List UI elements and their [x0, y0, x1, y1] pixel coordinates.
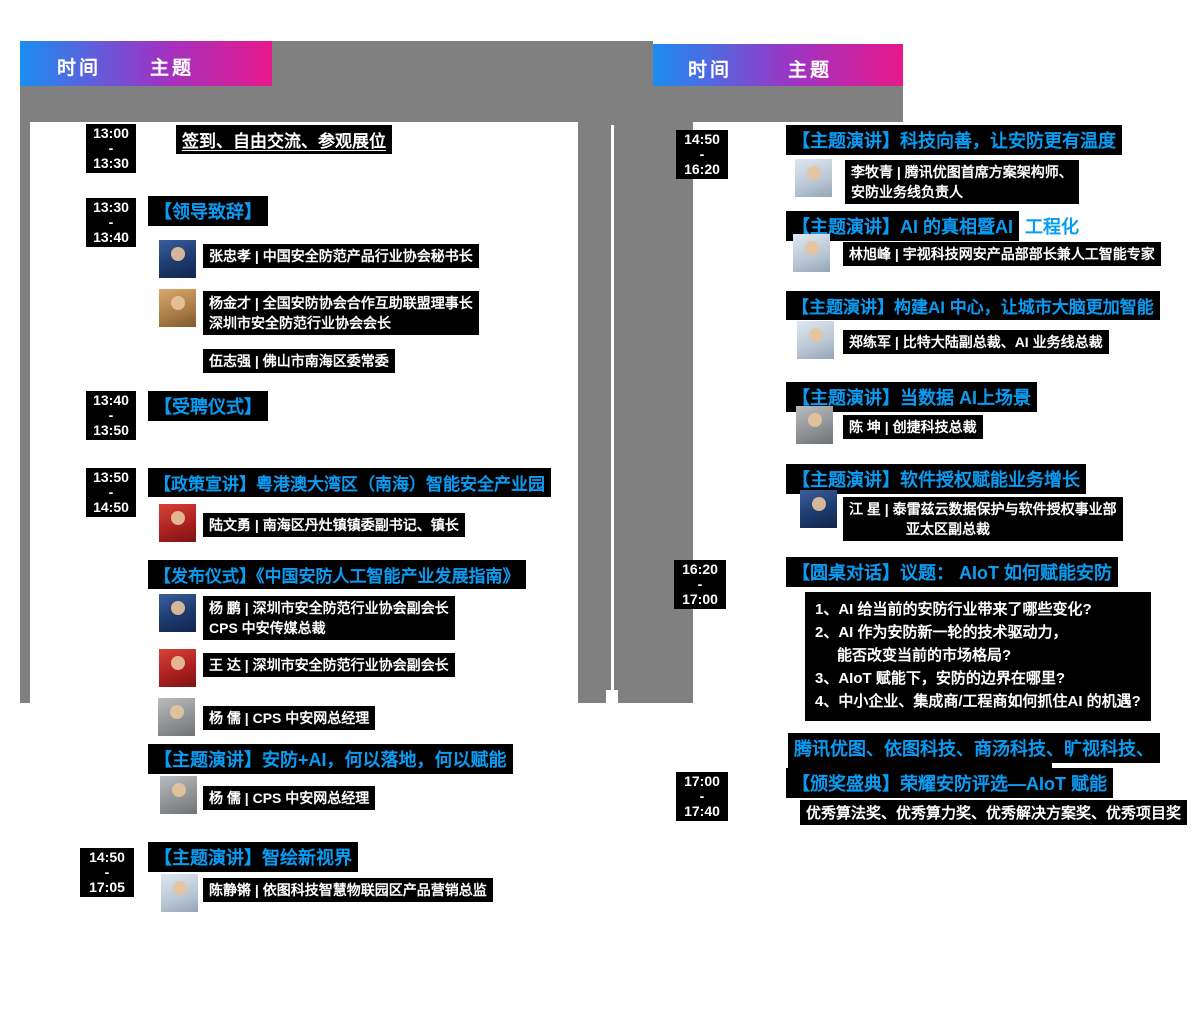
agenda-item-software-license: 【主题演讲】软件授权赋能业务增长: [786, 464, 1086, 494]
agenda-item-release: 【发布仪式】《中国安防人工智能产业发展指南》: [148, 560, 526, 589]
right-header-bar: [653, 44, 903, 86]
right-time-header-label: 时间: [688, 60, 733, 81]
speaker-photo: [161, 874, 198, 912]
speaker-name: 王 达 | 深圳市安全防范行业协会副会长: [203, 653, 455, 677]
speaker-photo: [797, 321, 834, 359]
speaker-photo: [160, 776, 197, 814]
speaker-name: 林旭峰 | 宇视科技网安产品部部长兼人工智能专家: [843, 242, 1161, 266]
column-divider-line: [611, 125, 614, 690]
speaker-photo: [159, 594, 196, 632]
time-slot: 14:50 - 17:05: [80, 848, 134, 897]
speaker-photo: [793, 234, 830, 272]
speaker-photo: [795, 159, 832, 197]
roundtable-questions: 1、AI 给当前的安防行业带来了哪些变化? 2、AI 作为安防新一轮的技术驱动力…: [805, 592, 1151, 721]
panel-right-header-underlay: [653, 86, 903, 122]
roundtable-question: 1、AI 给当前的安防行业带来了哪些变化?: [815, 601, 1092, 618]
speaker-name: 郑练军 | 比特大陆副总裁、AI 业务线总裁: [843, 330, 1109, 354]
time-slot: 13:50 - 14:50: [86, 468, 136, 517]
column-divider-end-nub: [606, 690, 618, 703]
speaker-name: 李牧青 | 腾讯优图首席方案架构师、 安防业务线负责人: [845, 160, 1079, 204]
agenda-item-signin: 签到、自由交流、参观展位: [176, 125, 392, 154]
speaker-photo: [796, 406, 833, 444]
speaker-photo: [800, 490, 837, 528]
speaker-photo: [158, 698, 195, 736]
speaker-name: 杨 儒 | CPS 中安网总经理: [203, 706, 376, 730]
awards-list: 优秀算法奖、优秀算力奖、优秀解决方案奖、优秀项目奖: [800, 800, 1188, 825]
roundtable-vendor-list-line-1: 腾讯优图、依图科技、商汤科技、旷视科技、: [788, 733, 1160, 763]
agenda-item-awards: 【颁奖盛典】荣耀安防评选—AIoT 赋能: [786, 768, 1113, 798]
agenda-item-roundtable: 【圆桌对话】议题： AIoT 如何赋能安防: [786, 557, 1118, 587]
time-slot: 16:20 - 17:00: [674, 560, 726, 609]
left-topic-header-label: 主题: [150, 58, 195, 79]
roundtable-question: 3、AIoT 赋能下，安防的边界在哪里?: [815, 670, 1065, 687]
agenda-item-keynote-vision: 【主题演讲】智绘新视界: [148, 842, 358, 872]
speaker-name: 杨 鹏 | 深圳市安全防范行业协会副会长 CPS 中安传媒总裁: [203, 596, 455, 640]
roundtable-question: 4、中小企业、集成商/工程商如何抓住AI 的机遇?: [815, 693, 1141, 710]
agenda-item-ai-center: 【主题演讲】构建AI 中心，让城市大脑更加智能: [786, 291, 1160, 320]
speaker-photo: [159, 504, 196, 542]
speaker-photo: [159, 289, 196, 327]
speaker-photo: [159, 649, 196, 687]
agenda-item-data-scene: 【主题演讲】当数据 AI上场景: [786, 382, 1037, 412]
agenda-item-tech-for-good: 【主题演讲】科技向善，让安防更有温度: [786, 125, 1122, 155]
speaker-name: 杨 儒 | CPS 中安网总经理: [203, 786, 376, 810]
speaker-name: 江 星 | 泰雷兹云数据保护与软件授权事业部 亚太区副总裁: [843, 497, 1123, 541]
left-time-header-label: 时间: [57, 58, 102, 79]
speaker-photo: [159, 240, 196, 278]
roundtable-question: 能否改变当前的市场格局?: [837, 647, 1012, 664]
left-header-bar: [20, 41, 272, 86]
speaker-name: 陆文勇 | 南海区丹灶镇镇委副书记、镇长: [203, 513, 465, 537]
speaker-name: 张忠孝 | 中国安全防范产品行业协会秘书长: [203, 244, 479, 268]
time-slot: 17:00 - 17:40: [676, 772, 728, 821]
time-slot: 13:30 - 13:40: [86, 198, 136, 247]
agenda-item-policy: 【政策宣讲】粤港澳大湾区（南海）智能安全产业园: [148, 468, 551, 497]
speaker-name: 陈 坤 | 创捷科技总裁: [843, 415, 983, 439]
agenda-item-keynote-ai: 【主题演讲】安防+AI，何以落地，何以赋能: [148, 744, 513, 774]
agenda-item-leader-speech: 【领导致辞】: [148, 196, 268, 226]
time-slot: 13:40 - 13:50: [86, 391, 136, 440]
panel-center-strip: [578, 122, 693, 703]
right-topic-header-label: 主题: [788, 60, 833, 81]
agenda-item-appointment: 【受聘仪式】: [148, 391, 268, 421]
roundtable-question: 2、AI 作为安防新一轮的技术驱动力，: [815, 624, 1068, 641]
speaker-name: 陈静锵 | 依图科技智慧物联园区产品营销总监: [203, 878, 493, 902]
panel-left-strip: [20, 122, 30, 703]
time-slot: 13:00 - 13:30: [86, 124, 136, 173]
time-slot: 14:50 - 16:20: [676, 130, 728, 179]
speaker-name: 伍志强 | 佛山市南海区委常委: [203, 349, 395, 373]
agenda-item-ai-truth: 【主题演讲】AI 的真相暨AI 工程化: [786, 211, 1079, 241]
speaker-name: 杨金才 | 全国安防协会合作互助联盟理事长 深圳市安全防范行业协会会长: [203, 291, 479, 335]
